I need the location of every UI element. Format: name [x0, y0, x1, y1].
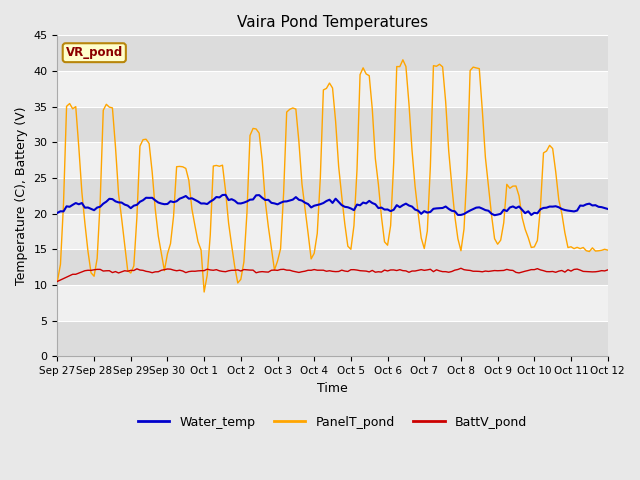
Title: Vaira Pond Temperatures: Vaira Pond Temperatures: [237, 15, 428, 30]
Y-axis label: Temperature (C), Battery (V): Temperature (C), Battery (V): [15, 107, 28, 285]
Text: VR_pond: VR_pond: [66, 46, 123, 59]
Legend: Water_temp, PanelT_pond, BattV_pond: Water_temp, PanelT_pond, BattV_pond: [133, 411, 532, 434]
Bar: [58, 143, 608, 178]
Bar: [58, 285, 608, 321]
Bar: [58, 107, 608, 143]
Bar: [58, 214, 608, 249]
Bar: [58, 249, 608, 285]
Bar: [58, 36, 608, 71]
X-axis label: Time: Time: [317, 382, 348, 395]
Bar: [58, 71, 608, 107]
Bar: [58, 178, 608, 214]
Bar: [58, 321, 608, 356]
